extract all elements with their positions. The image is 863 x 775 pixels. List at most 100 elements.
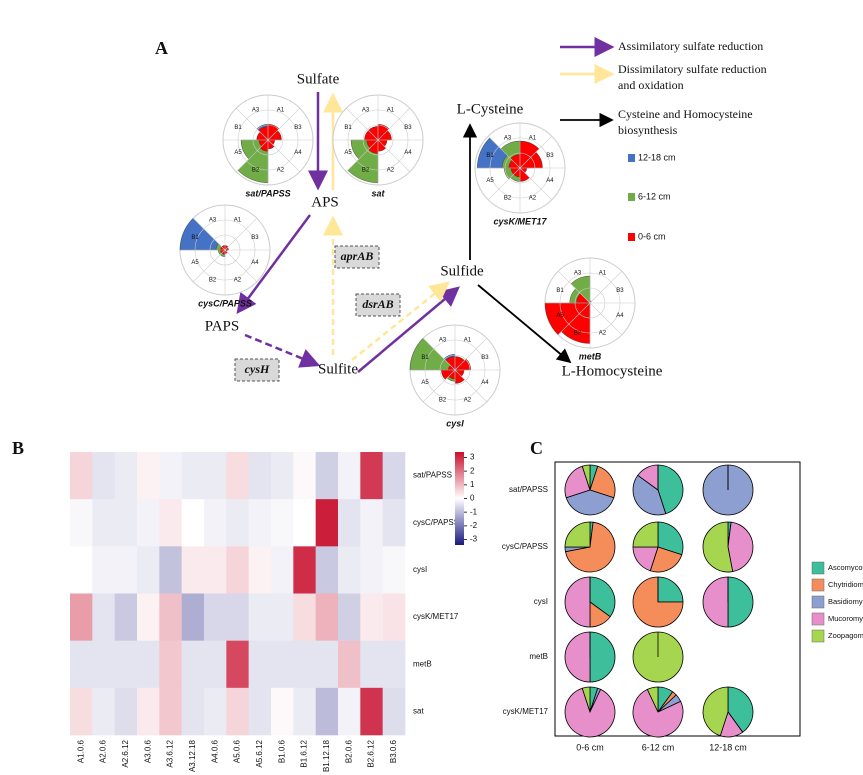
heatmap-cell [114,546,138,594]
rose-title: cysI [446,418,464,428]
legend-label: Chytridiomycota [828,580,863,589]
rose-category-label: A2 [277,168,285,174]
rose-spoke [422,369,456,403]
rose-category-label: A2 [387,168,395,174]
rose-category-label: A3 [209,218,217,224]
rose-category-label: A5 [486,178,494,184]
heatmap-cell [293,499,316,547]
rose-spoke [235,107,269,141]
heatmap-cell [315,687,339,736]
arrow [357,286,460,373]
heatmap-cell [70,499,93,547]
rose-category-label: A5 [421,380,429,386]
rose-category-label: A5 [191,260,199,266]
rose-spoke [192,217,226,251]
heatmap-cell [181,640,205,689]
heatmap-cell [204,499,227,547]
heatmap-cell [315,640,339,689]
legend-label: Dissimilatory sulfate reduction [618,62,767,76]
rose-category-label: B1 [421,355,429,361]
pie-slice [589,576,616,618]
colorbar-tick-label: -1 [470,507,478,516]
pie-slice [702,521,734,573]
rose-spoke [192,249,226,283]
enzyme-box [234,358,280,382]
legend-label: 6-12 cm [638,191,671,201]
column-label: 12-18 cm [709,742,747,752]
pie-slice [581,464,591,491]
heatmap-cell [382,687,406,736]
heatmap-cell [137,452,160,500]
pie-slice [565,489,615,516]
pie-slice [632,521,659,548]
rose-category-label: B2 [439,398,447,404]
node-label: Sulfate [297,71,340,87]
rose-category-label: A5 [234,150,242,156]
node-label: Sulfide [440,263,484,279]
rose-spoke [422,337,456,371]
rose-spoke [345,139,379,173]
rose-spoke [557,302,591,336]
row-label: sat/PAPSS [413,471,452,480]
heatmap-cell [92,593,115,641]
heatmap-cell [293,593,316,641]
rose-category-label: B2 [574,331,582,337]
pie-slice [589,465,616,499]
heatmap-cell [159,640,182,689]
row-label: cysK/MET17 [413,612,459,621]
rose-category-label: A4 [294,150,302,156]
arrow [351,281,450,361]
heatmap-cell [70,452,93,500]
legend-label: Mucoromycota [828,614,863,623]
pie-slice [564,521,591,548]
heatmap-cell [382,640,406,689]
rose-category-label: B3 [616,288,624,294]
rose-title: cysK/MET17 [493,216,547,226]
rose-spoke [267,139,301,173]
colorbar [455,452,464,545]
row-label: cysC/PAPSS [502,542,548,551]
heatmap-cell [204,640,227,689]
heatmap-cell [293,687,316,736]
rose-spoke [589,270,623,304]
rose-spoke [224,249,258,283]
pie-slice [632,688,684,738]
heatmap-cell [159,687,182,736]
heatmap-cell [137,546,160,594]
heatmap-cell [159,546,182,594]
pie-slice [649,546,683,573]
rose-spoke [224,217,258,251]
rose-category-label: A3 [574,271,582,277]
legend-swatch [811,595,825,609]
legend-swatch [628,154,635,162]
heatmap-cell [204,452,227,500]
enzyme-box [334,245,380,269]
colorbar-tick-label: 2 [470,466,475,475]
rose-category-label: B2 [504,196,512,202]
legend-label: Ascomycota [828,563,863,572]
heatmap-cell [226,452,249,500]
row-label: sat/PAPSS [509,485,548,494]
rose-category-label: B3 [404,125,412,131]
rose-category-label: B1 [344,125,352,131]
heatmap-cell [181,452,205,500]
row-label: cysI [413,565,427,574]
heatmap-cell [315,593,339,641]
rose-spoke [267,107,301,141]
rose-spoke [589,302,623,336]
pathway-arrows [236,37,615,373]
enzyme-label: cysH [245,362,270,376]
rose-spoke [235,139,269,173]
heatmap-cell [204,546,227,594]
panel-label: B [12,438,24,458]
pie-slice [564,576,591,628]
arrow [477,284,572,364]
heatmap-cell [248,546,272,594]
pie-slice [727,576,754,628]
rose-category-label: B3 [251,235,259,241]
legend-label: Zoopagomycota [828,631,863,640]
row-label: cysI [534,597,548,606]
row-label: cysK/MET17 [503,707,549,716]
rose-category-label: B1 [556,288,564,294]
rose-category-label: A1 [529,136,537,142]
